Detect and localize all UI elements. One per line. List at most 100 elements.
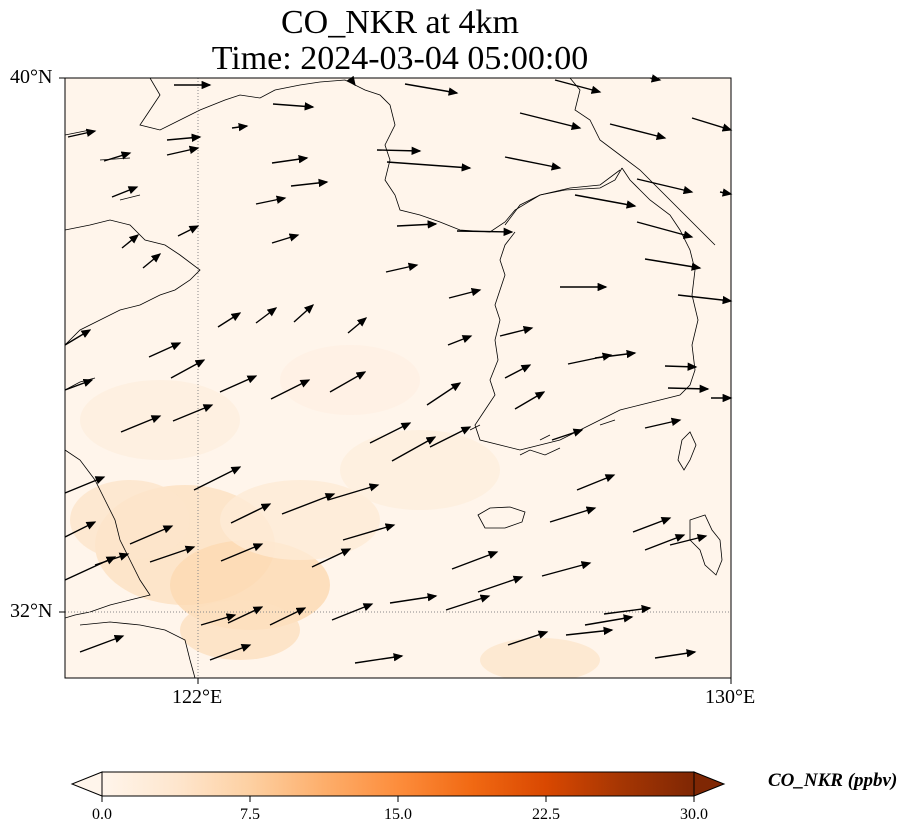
wind-arrow: [447, 335, 473, 346]
wind-arrow: [331, 603, 374, 621]
wind-arrow: [170, 359, 206, 379]
coastline-korea-islands: [469, 419, 616, 456]
wind-arrow: [111, 186, 139, 198]
wind-arrow: [281, 493, 336, 515]
wind-arrow: [549, 506, 597, 523]
coastline-korea-north: [569, 78, 716, 246]
wind-arrow: [719, 188, 733, 197]
lon-label-130: 130°E: [705, 686, 756, 708]
wind-arrow: [456, 227, 514, 237]
concentration-patch: [220, 480, 380, 560]
wind-arrow: [270, 379, 311, 400]
wind-arrow: [429, 426, 472, 448]
wind-arrow: [255, 307, 278, 324]
wind-arrow: [166, 133, 202, 142]
wind-arrow: [64, 521, 97, 538]
wind-arrow: [329, 371, 367, 393]
wind-arrow: [504, 364, 532, 379]
wind-arrow: [636, 178, 694, 195]
concentration-patch: [480, 638, 600, 678]
wind-arrow: [271, 233, 300, 244]
wind-arrow: [346, 75, 356, 87]
wind-arrow: [644, 534, 686, 551]
wind-arrow: [149, 545, 196, 563]
wind-arrow: [664, 362, 698, 371]
wind-arrow: [103, 151, 132, 162]
coastline-river-korea-border: [504, 167, 623, 226]
wind-arrow: [677, 294, 733, 305]
wind-arrow: [64, 329, 92, 346]
colorbar-tick-label: 7.5: [240, 806, 260, 823]
map-frame: [64, 77, 732, 679]
coastline-kyushu: [689, 514, 723, 576]
wind-arrow: [64, 378, 94, 391]
colorbar-tick-label: 15.0: [384, 806, 412, 823]
wind-arrow: [507, 630, 549, 646]
concentration-patch: [340, 430, 500, 510]
wind-arrow: [654, 649, 697, 659]
colorbar-gradient: [102, 772, 694, 796]
wind-arrow: [669, 533, 708, 546]
wind-arrow: [94, 552, 130, 566]
map-title: CO_NKR at 4km: [281, 4, 519, 41]
wind-arrow: [632, 517, 672, 533]
wind-vectors: [64, 74, 733, 664]
wind-arrow: [64, 476, 106, 494]
colorbar-tick-label: 30.0: [680, 806, 708, 823]
coastline-jeju: [477, 506, 526, 529]
wind-arrow: [603, 604, 652, 615]
wind-arrow: [148, 342, 182, 358]
wind-arrow: [404, 83, 459, 96]
wind-arrow: [230, 503, 272, 524]
wind-arrow: [172, 404, 214, 422]
concentration-patch: [80, 380, 240, 460]
colorbar-extend-max: [693, 771, 726, 797]
wind-arrow: [541, 561, 592, 577]
colorbar: [70, 771, 726, 802]
map-subtitle-time: Time: 2024-03-04 05:00:00: [211, 40, 589, 77]
coastline-bohai: [65, 219, 201, 346]
wind-arrow: [120, 415, 162, 433]
coastline-liaodong: [139, 78, 621, 233]
wind-arrow: [519, 112, 582, 131]
wind-arrow: [369, 422, 412, 444]
wind-arrow: [584, 614, 634, 626]
wind-arrow: [426, 382, 462, 406]
wind-arrow: [644, 258, 702, 271]
axis-ticks: [59, 77, 732, 684]
wind-arrow: [691, 117, 733, 132]
wind-arrow: [209, 644, 252, 661]
colorbar-extend-min: [70, 771, 103, 797]
wind-arrow: [644, 417, 682, 429]
lon-label-122: 122°E: [172, 686, 223, 708]
wind-arrow: [293, 304, 315, 323]
wind-arrow: [445, 594, 491, 611]
lat-label-40: 40°N: [10, 66, 53, 88]
wind-arrow: [347, 317, 368, 334]
wind-arrow: [448, 288, 482, 299]
wind-arrow: [121, 234, 140, 249]
wind-arrow: [386, 161, 472, 172]
wind-arrow: [342, 523, 396, 541]
wind-arrow: [574, 194, 637, 209]
wind-arrow: [514, 391, 546, 410]
wind-arrow: [594, 349, 637, 359]
wind-arrow: [217, 312, 242, 328]
wind-arrow: [391, 436, 437, 462]
colorbar-tick-label: 22.5: [532, 806, 560, 823]
concentration-patch: [180, 600, 300, 660]
coastlines: [65, 78, 723, 678]
wind-arrow: [220, 543, 264, 562]
wind-arrow: [271, 155, 309, 164]
wind-arrow: [269, 607, 307, 626]
wind-arrow: [200, 613, 237, 626]
wind-arrow: [499, 325, 534, 337]
wind-arrow: [636, 221, 694, 239]
wind-arrow: [389, 593, 438, 604]
wind-arrow: [477, 575, 524, 593]
wind-arrow: [609, 123, 667, 140]
wind-arrow: [376, 146, 422, 156]
wind-arrow: [385, 262, 419, 273]
wind-arrow: [451, 551, 499, 570]
